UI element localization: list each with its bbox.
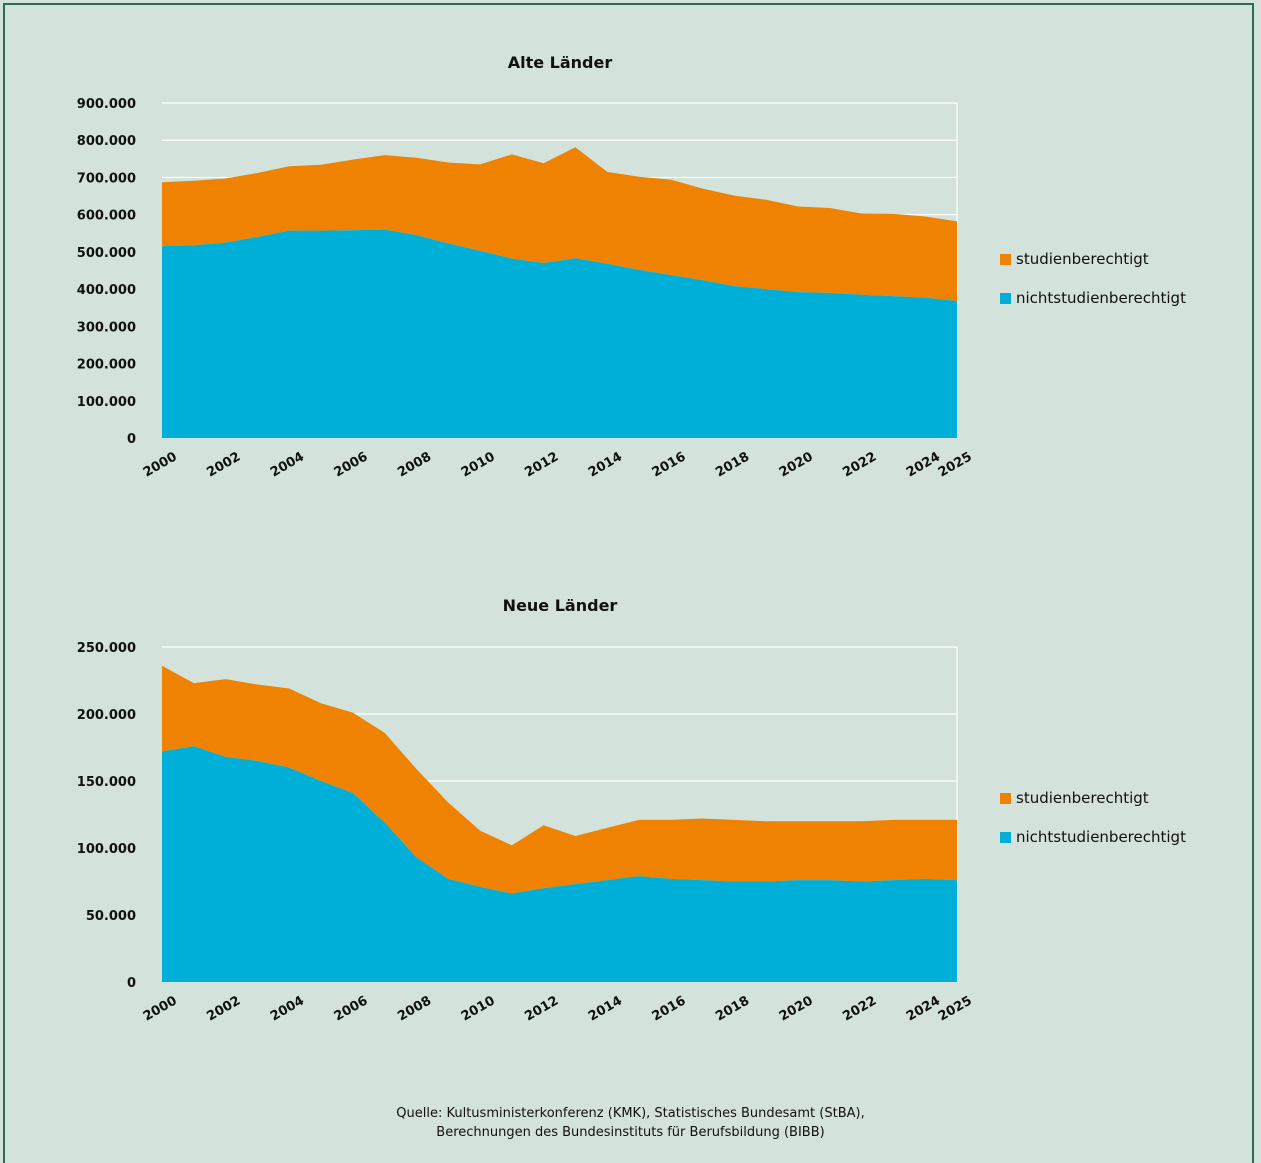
x-tick-label: 2016 [650,993,689,1024]
x-tick-label: 2004 [268,449,307,480]
y-tick-label: 600.000 [77,209,136,224]
x-tick-label: 2012 [522,993,561,1024]
x-tick-label: 2002 [204,449,243,480]
x-tick-label: 2025 [936,449,975,480]
source-line-1: Quelle: Kultusministerkonferenz (KMK), S… [396,1106,865,1121]
source-line-2: Berechnungen des Bundesinstituts für Ber… [436,1125,825,1140]
y-tick-label: 0 [127,976,136,991]
legend-label-studienberechtigt: studienberechtigt [1016,789,1149,807]
legend-label-studienberechtigt: studienberechtigt [1016,250,1149,268]
y-tick-label: 300.000 [77,320,136,335]
area-studienberechtigt [162,665,957,894]
x-tick-label: 2018 [713,449,752,480]
x-tick-label: 2006 [332,993,371,1024]
legend-label-nichtstudienberechtigt: nichtstudienberechtigt [1016,828,1186,846]
x-tick-label: 2008 [395,449,434,480]
legend-swatch-studienberechtigt [1000,793,1011,804]
y-tick-label: 250.000 [77,641,136,656]
chart-title: Neue Länder [503,596,618,615]
legend-swatch-nichtstudienberechtigt [1000,293,1011,304]
x-tick-label: 2014 [586,993,625,1024]
x-tick-label: 2020 [777,993,816,1024]
legend-label-nichtstudienberechtigt: nichtstudienberechtigt [1016,289,1186,307]
y-tick-label: 900.000 [77,97,136,112]
chart-alte-laender: Alte Länder 900.000 800.000 700.000 600.000… [77,53,1186,481]
x-tick-label: 2010 [459,449,498,480]
x-tick-label: 2002 [204,993,243,1024]
x-tick-label: 2014 [586,449,625,480]
y-tick-label: 700.000 [77,171,136,186]
x-tick-label: 2025 [936,993,975,1024]
y-tick-label: 150.000 [77,775,136,790]
y-tick-label: 400.000 [77,283,136,298]
x-tick-label: 2022 [840,993,879,1024]
x-tick-label: 2022 [840,449,879,480]
x-tick-label: 2020 [777,449,816,480]
x-tick-label: 2024 [904,449,943,480]
chart-frame [3,3,1254,1163]
legend-swatch-nichtstudienberechtigt [1000,832,1011,843]
y-tick-label: 50.000 [86,909,136,924]
x-tick-label: 2000 [141,993,180,1024]
y-tick-label: 0 [127,432,136,447]
y-tick-label: 200.000 [77,708,136,723]
area-studienberechtigt [162,147,957,302]
legend-swatch-studienberechtigt [1000,254,1011,265]
x-tick-label: 2016 [650,449,689,480]
x-tick-label: 2000 [141,449,180,480]
chart-neue-laender: Neue Länder 250.000 200.000 150.000 100.000… [77,596,1186,1025]
x-tick-label: 2008 [395,993,434,1024]
x-tick-label: 2012 [522,449,561,480]
x-tick-label: 2018 [713,993,752,1024]
x-tick-label: 2010 [459,993,498,1024]
area-nichtstudienberechtigt [162,229,957,438]
y-tick-label: 100.000 [77,842,136,857]
y-tick-label: 500.000 [77,246,136,261]
x-tick-label: 2006 [332,449,371,480]
x-tick-label: 2004 [268,993,307,1024]
y-tick-label: 100.000 [77,395,136,410]
chart-title: Alte Länder [508,53,613,72]
x-tick-label: 2024 [904,993,943,1024]
y-tick-label: 800.000 [77,134,136,149]
y-tick-label: 200.000 [77,358,136,373]
area-nichtstudienberechtigt [162,746,957,982]
